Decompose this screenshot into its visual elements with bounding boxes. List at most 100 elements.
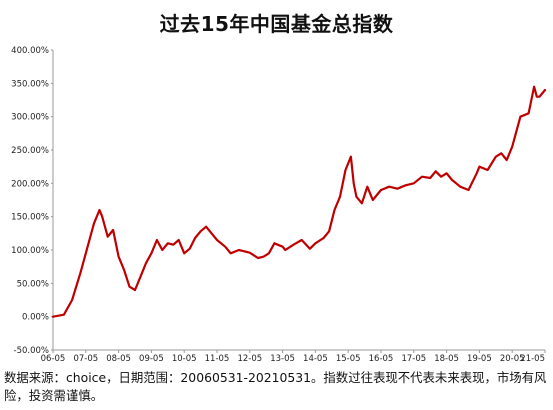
y-tick-label: 200.00%: [11, 179, 49, 189]
data-point: [486, 169, 489, 171]
x-tick-label: 18-05: [434, 354, 459, 364]
y-tick-label: 250.00%: [11, 146, 49, 156]
x-tick-label: 19-05: [467, 354, 492, 364]
data-point: [396, 187, 399, 190]
data-point: [249, 251, 251, 254]
y-tick-label: 50.00%: [17, 279, 49, 289]
x-tick-label: 16-05: [369, 354, 394, 364]
data-point: [459, 185, 462, 188]
data-point: [322, 237, 325, 239]
plot-axes: [52, 50, 545, 351]
data-point: [380, 189, 382, 191]
data-point: [505, 159, 508, 161]
y-tick-label: -50.00%: [14, 346, 49, 356]
x-tick-label: 06-05: [41, 354, 66, 364]
data-point: [440, 175, 442, 178]
data-point: [538, 95, 541, 98]
data-point: [262, 255, 265, 258]
data-point: [243, 250, 246, 253]
data-point: [112, 229, 114, 231]
x-tick-label: 09-05: [139, 354, 164, 364]
x-tick-label: 14-05: [303, 354, 328, 364]
data-point: [413, 182, 415, 185]
x-tick-label: 12-05: [237, 354, 262, 364]
data-point: [478, 165, 481, 168]
data-point: [106, 235, 109, 238]
data-point: [350, 155, 352, 158]
data-point: [128, 285, 131, 288]
data-point: [156, 239, 158, 241]
data-point: [519, 115, 522, 118]
data-point: [98, 209, 101, 211]
data-point: [52, 315, 54, 318]
data-point: [309, 247, 311, 250]
data-point: [273, 242, 276, 245]
data-point: [339, 195, 341, 198]
data-point: [467, 189, 470, 191]
data-point: [475, 172, 478, 175]
data-point: [434, 170, 437, 173]
data-point: [500, 152, 503, 155]
data-point: [268, 252, 270, 255]
y-tick-label: 400.00%: [11, 46, 49, 56]
data-point: [533, 85, 535, 88]
data-point: [93, 222, 95, 225]
data-point: [63, 313, 65, 316]
y-tick-label: 300.00%: [11, 113, 49, 123]
data-point: [85, 252, 87, 255]
data-point: [404, 184, 407, 187]
line-chart: 400.00% 350.00% 300.00% 250.00% 200.00% 150.0…: [11, 46, 547, 364]
data-point: [71, 299, 73, 301]
y-axis: 400.00% 350.00% 300.00% 250.00% 200.00% 150.0…: [11, 46, 53, 356]
data-point: [421, 175, 423, 178]
data-point: [194, 237, 196, 239]
data-point: [210, 232, 213, 235]
data-point: [199, 230, 202, 233]
data-point: [257, 257, 259, 259]
x-tick-label: 15-05: [336, 354, 361, 364]
y-tick-label: 350.00%: [11, 79, 49, 89]
data-point: [372, 199, 374, 201]
y-tick-label: 150.00%: [11, 213, 49, 223]
series-layer: [51, 85, 547, 318]
data-point: [361, 202, 363, 205]
x-tick-label: 10-05: [172, 354, 197, 364]
data-point: [139, 275, 142, 278]
data-point: [123, 269, 125, 271]
data-point: [150, 252, 153, 255]
y-tick-label: 0.00%: [22, 313, 49, 323]
data-point: [314, 242, 317, 245]
data-point: [172, 243, 175, 246]
data-point: [205, 225, 207, 228]
data-point: [366, 185, 369, 188]
data-point: [344, 169, 347, 171]
data-point: [451, 179, 453, 181]
data-point: [167, 242, 169, 245]
data-point: [281, 245, 284, 248]
data-point: [388, 185, 391, 188]
data-point: [183, 252, 185, 255]
data-point: [527, 112, 530, 115]
x-tick-label: 11-05: [205, 354, 230, 364]
data-point: [300, 239, 303, 241]
x-tick-label: 17-05: [401, 354, 426, 364]
data-point: [238, 249, 240, 251]
data-point: [188, 247, 191, 250]
data-point: [134, 289, 136, 291]
x-tick-label: 07-05: [73, 354, 98, 364]
data-point: [177, 239, 180, 241]
data-point: [328, 230, 330, 233]
data-point: [224, 245, 226, 248]
y-tick-label: 100.00%: [11, 246, 49, 256]
data-point: [101, 215, 103, 218]
data-point: [536, 95, 538, 98]
data-point: [495, 155, 497, 158]
data-point: [333, 209, 336, 211]
data-point: [229, 252, 232, 255]
x-tick-label: 20-05: [500, 354, 525, 364]
data-point: [355, 195, 358, 198]
data-point: [292, 243, 295, 246]
data-point: [284, 249, 287, 251]
data-point: [145, 262, 147, 265]
chart-title: 过去15年中国基金总指数: [159, 12, 394, 36]
